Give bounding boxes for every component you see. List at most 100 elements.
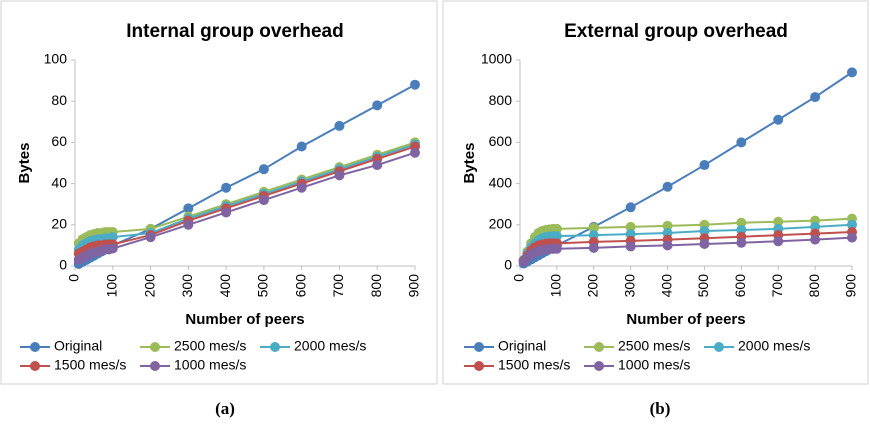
data-point <box>588 222 599 233</box>
y-tick-label: 1000 <box>481 51 512 67</box>
x-tick-label: 400 <box>217 274 233 298</box>
data-point <box>107 243 118 254</box>
y-tick-label: 600 <box>489 133 513 149</box>
y-tick-label: 80 <box>51 92 67 108</box>
data-point <box>625 221 636 232</box>
legend-label: 2500 mes/s <box>174 338 246 354</box>
data-point <box>588 242 599 253</box>
legend-label: Original <box>498 338 546 354</box>
legend-marker <box>150 342 160 352</box>
data-point <box>736 217 747 228</box>
caption: (a) <box>215 399 235 418</box>
legend-marker <box>714 342 724 352</box>
x-tick-label: 300 <box>179 274 195 298</box>
x-tick-label: 800 <box>368 274 384 298</box>
data-point <box>296 141 307 152</box>
x-tick-label: 600 <box>292 274 308 298</box>
data-point <box>699 225 710 236</box>
chart-title: Internal group overhead <box>126 21 343 42</box>
data-point <box>551 243 562 254</box>
data-point <box>221 182 232 193</box>
data-point <box>410 147 420 158</box>
legend-label: 2500 mes/s <box>618 338 690 354</box>
y-tick-label: 800 <box>489 92 513 108</box>
x-tick-label: 200 <box>141 274 157 298</box>
series-line <box>78 83 416 265</box>
data-point <box>810 234 821 245</box>
data-point <box>410 79 420 90</box>
y-tick-label: 200 <box>489 216 513 232</box>
data-point <box>183 219 194 230</box>
x-tick-label: 900 <box>843 274 859 298</box>
data-point <box>296 182 307 193</box>
data-point <box>662 240 673 251</box>
legend-marker <box>150 361 160 371</box>
series-line <box>78 141 416 245</box>
x-tick-label: 600 <box>732 274 748 298</box>
x-tick-label: 100 <box>548 274 564 298</box>
data-point <box>625 241 636 252</box>
y-tick-label: 0 <box>504 257 512 273</box>
data-point <box>183 203 194 214</box>
y-tick-label: 0 <box>59 257 67 273</box>
legend-marker <box>30 361 40 371</box>
y-axis-label: Bytes <box>16 143 33 184</box>
data-point <box>810 92 821 103</box>
y-tick-label: 100 <box>44 51 68 67</box>
caption: (b) <box>650 399 671 418</box>
data-point <box>662 181 673 192</box>
y-axis-label: Bytes <box>461 143 478 184</box>
y-tick-label: 400 <box>489 174 513 190</box>
data-point <box>221 207 232 218</box>
legend-marker <box>30 342 40 352</box>
data-point <box>258 195 269 206</box>
data-point <box>847 219 857 230</box>
data-point <box>258 164 269 175</box>
data-point <box>699 238 710 249</box>
data-point <box>847 232 857 243</box>
data-point <box>372 100 383 111</box>
legend-marker <box>270 342 280 352</box>
x-tick-label: 400 <box>658 274 674 298</box>
data-point <box>372 160 383 171</box>
legend-marker <box>474 361 484 371</box>
data-point <box>736 137 747 148</box>
data-point <box>699 160 710 171</box>
legend-label: Original <box>54 338 102 354</box>
data-point <box>145 232 156 243</box>
x-tick-label: 800 <box>806 274 822 298</box>
x-tick-label: 700 <box>330 274 346 298</box>
legend-label: 2000 mes/s <box>738 338 810 354</box>
x-tick-label: 0 <box>511 274 527 282</box>
x-tick-label: 700 <box>769 274 785 298</box>
x-axis-label: Number of peers <box>626 311 745 328</box>
y-tick-label: 40 <box>51 174 67 190</box>
data-point <box>773 114 784 125</box>
legend-label: 2000 mes/s <box>294 338 366 354</box>
data-point <box>334 170 345 181</box>
panel-border <box>442 0 869 385</box>
panel-border <box>0 0 438 385</box>
legend-marker <box>594 361 604 371</box>
x-tick-label: 200 <box>584 274 600 298</box>
x-tick-label: 900 <box>406 274 422 298</box>
x-tick-label: 0 <box>66 274 82 282</box>
legend-label: 1000 mes/s <box>618 357 690 373</box>
series-line <box>522 236 853 263</box>
x-tick-label: 300 <box>621 274 637 298</box>
data-point <box>662 220 673 231</box>
data-point <box>773 216 784 227</box>
data-point <box>773 236 784 247</box>
data-point <box>736 237 747 248</box>
chart-title: External group overhead <box>564 21 788 42</box>
y-tick-label: 60 <box>51 133 67 149</box>
x-tick-label: 500 <box>255 274 271 298</box>
y-tick-label: 20 <box>51 216 67 232</box>
legend-label: 1000 mes/s <box>174 357 246 373</box>
legend-label: 1500 mes/s <box>54 357 126 373</box>
x-axis-label: Number of peers <box>185 311 304 328</box>
data-point <box>847 67 857 78</box>
legend-marker <box>594 342 604 352</box>
legend-label: 1500 mes/s <box>498 357 570 373</box>
